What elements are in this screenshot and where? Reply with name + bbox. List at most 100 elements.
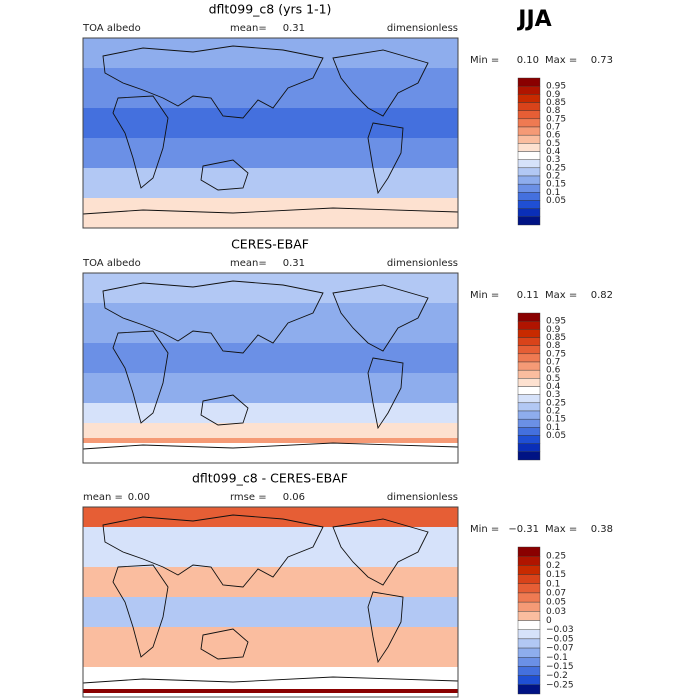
color-box [517,583,541,594]
map-band [83,689,458,693]
colorbar-label: 0.75 [546,114,566,124]
colorbar: 0.950.90.850.80.750.70.60.50.40.30.250.2… [517,312,566,461]
colorbar-label: 0.95 [546,82,566,92]
color-box [517,629,541,640]
colorbar-label: 0.4 [546,382,561,392]
color-box [517,435,541,444]
color-box [517,312,541,322]
colorbar-label: 0.9 [546,325,561,335]
color-box [517,337,541,346]
map-band [83,343,458,373]
mid-value: 0.31 [283,23,305,34]
min-label: Min = [470,290,499,301]
colorbar-label: 0.2 [546,561,560,571]
color-box [517,143,541,152]
color-box [517,183,541,193]
color-box [517,216,541,226]
color-box [517,574,541,584]
color-box [517,151,541,160]
color-box [517,675,541,686]
map-frame [82,506,459,698]
map-band [83,68,458,108]
color-box [517,378,541,387]
max-label: Max = [545,524,577,535]
colorbar-label: −0.15 [546,662,574,672]
color-box [517,647,541,658]
colorbar-label: 0.75 [546,349,566,359]
color-box [517,320,541,330]
color-box [517,546,541,557]
min-label: Min = [470,524,499,535]
left-value: 0.00 [128,492,150,503]
panel-title: dflt099_c8 (yrs 1-1) [209,2,332,17]
color-box [517,611,541,621]
colorbar-label: 0.15 [546,570,566,580]
color-box [517,555,541,566]
color-box [517,361,541,371]
color-box [517,638,541,649]
colorbar-label: 0 [546,616,552,626]
map-band [83,108,458,138]
max-value: 0.38 [591,524,613,535]
coastline [112,564,169,658]
colorbar-label: 0.85 [546,98,566,108]
map-band [83,567,458,597]
max-value: 0.73 [591,55,613,66]
colorbar-label: 0.07 [546,588,566,598]
coastline [200,628,249,660]
coastline [112,330,169,424]
colorbar-label: 0.95 [546,317,566,327]
max-label: Max = [545,55,577,66]
colorbar-label: −0.05 [546,634,574,644]
coastline [332,49,429,117]
color-box [517,85,541,95]
map-band [83,438,458,443]
colorbar-label: −0.1 [546,653,568,663]
colorbar-label: 0.15 [546,180,566,190]
colorbar-label: 0.2 [546,407,560,417]
color-box [517,394,541,404]
colorbar-label: −0.07 [546,644,574,654]
panel-title: CERES-EBAF [231,237,309,252]
colorbar-label: 0.03 [546,607,566,617]
color-box [517,386,541,395]
coastline [200,394,249,426]
color-box [517,592,541,603]
coastline [367,122,404,195]
coastline [332,518,429,586]
colorbar-label: 0.8 [546,106,561,116]
colorbar-label: −0.03 [546,625,574,635]
color-box [517,94,541,103]
color-box [517,418,541,428]
color-box [517,118,541,128]
color-box [517,200,541,209]
colorbar-label: 0.5 [546,139,560,149]
left-label: TOA albedo [82,258,141,269]
color-box [517,159,541,169]
color-box [517,208,541,218]
map-band [83,443,458,463]
colorbar-label: 0.05 [546,196,566,206]
map [82,37,459,229]
map [82,506,459,698]
color-box [517,110,541,120]
color-box [517,410,541,420]
color-box [517,134,541,144]
color-box [517,451,541,461]
color-box [517,369,541,379]
min-label: Min = [470,55,499,66]
map-band [83,423,458,438]
colorbar-label: 0.15 [546,415,566,425]
color-box [517,329,541,338]
map-band [83,273,458,303]
map-band [83,693,458,697]
coastline [200,159,249,191]
mid-value: 0.06 [283,492,305,503]
colorbar-label: 0.2 [546,172,560,182]
coastline [102,45,324,119]
colorbar-label: 0.3 [546,390,560,400]
coastline [332,284,429,352]
coastline [82,207,459,215]
map-band [83,198,458,228]
